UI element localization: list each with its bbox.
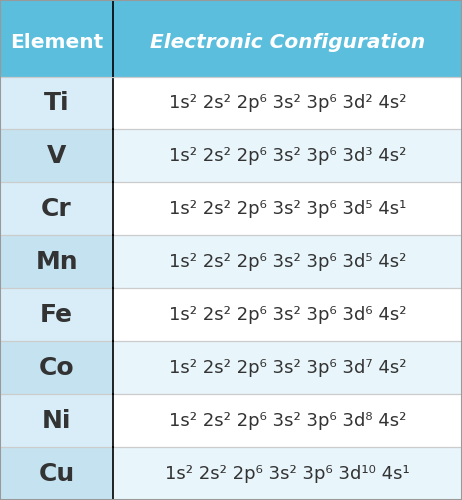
- Bar: [113, 76, 462, 130]
- Bar: [113, 341, 462, 394]
- Bar: [113, 182, 462, 236]
- Bar: [0, 447, 113, 500]
- Text: 1s² 2s² 2p⁶ 3s² 3p⁶ 3d⁸ 4s²: 1s² 2s² 2p⁶ 3s² 3p⁶ 3d⁸ 4s²: [169, 412, 406, 430]
- Text: 1s² 2s² 2p⁶ 3s² 3p⁶ 3d² 4s²: 1s² 2s² 2p⁶ 3s² 3p⁶ 3d² 4s²: [169, 94, 407, 112]
- Text: Co: Co: [39, 356, 74, 380]
- Text: 1s² 2s² 2p⁶ 3s² 3p⁶ 3d⁵ 4s¹: 1s² 2s² 2p⁶ 3s² 3p⁶ 3d⁵ 4s¹: [169, 200, 406, 218]
- Text: 1s² 2s² 2p⁶ 3s² 3p⁶ 3d¹⁰ 4s¹: 1s² 2s² 2p⁶ 3s² 3p⁶ 3d¹⁰ 4s¹: [165, 464, 410, 482]
- Bar: [113, 288, 462, 341]
- Text: Fe: Fe: [40, 302, 73, 326]
- Bar: [0, 236, 113, 288]
- Bar: [0, 76, 113, 130]
- Bar: [0, 130, 113, 182]
- Text: Mn: Mn: [35, 250, 78, 274]
- Text: Cu: Cu: [38, 462, 75, 485]
- Bar: [0, 0, 462, 9]
- Text: 1s² 2s² 2p⁶ 3s² 3p⁶ 3d³ 4s²: 1s² 2s² 2p⁶ 3s² 3p⁶ 3d³ 4s²: [169, 147, 406, 165]
- Text: 1s² 2s² 2p⁶ 3s² 3p⁶ 3d⁷ 4s²: 1s² 2s² 2p⁶ 3s² 3p⁶ 3d⁷ 4s²: [169, 358, 407, 376]
- Text: Ti: Ti: [44, 91, 69, 115]
- Bar: [0, 182, 113, 236]
- Bar: [0, 394, 113, 447]
- Bar: [0, 9, 462, 76]
- Text: Electronic Configuration: Electronic Configuration: [150, 33, 425, 52]
- Text: 1s² 2s² 2p⁶ 3s² 3p⁶ 3d⁶ 4s²: 1s² 2s² 2p⁶ 3s² 3p⁶ 3d⁶ 4s²: [169, 306, 407, 324]
- Text: Ni: Ni: [42, 408, 71, 432]
- Bar: [0, 341, 113, 394]
- Text: Cr: Cr: [41, 197, 72, 221]
- Text: V: V: [47, 144, 66, 168]
- Bar: [113, 394, 462, 447]
- Text: 1s² 2s² 2p⁶ 3s² 3p⁶ 3d⁵ 4s²: 1s² 2s² 2p⁶ 3s² 3p⁶ 3d⁵ 4s²: [169, 253, 406, 271]
- Bar: [113, 236, 462, 288]
- Bar: [0, 288, 113, 341]
- Bar: [113, 130, 462, 182]
- Text: Element: Element: [10, 33, 103, 52]
- Bar: [113, 447, 462, 500]
